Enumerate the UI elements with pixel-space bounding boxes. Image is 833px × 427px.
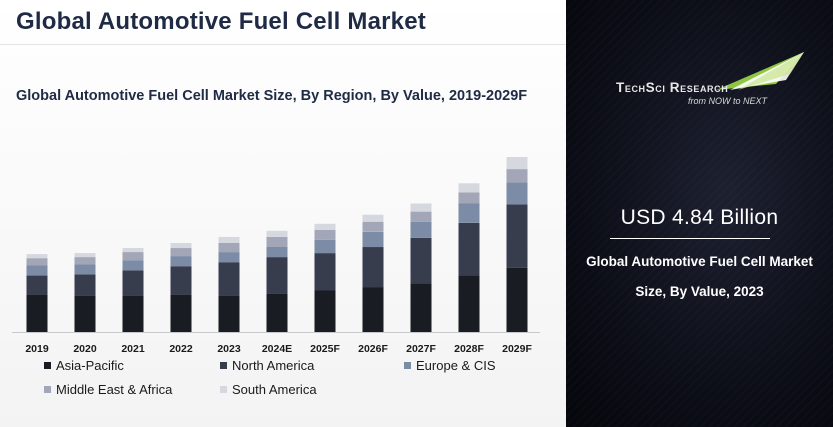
bar-segment <box>170 256 192 267</box>
bar-segment <box>410 283 432 332</box>
bar-segment <box>26 275 48 295</box>
stacked-bar-chart: 2019 2020 2021 2022 2023 2024E 2025F 2026F 2027F… <box>12 157 540 355</box>
x-tick-label: 2021 <box>121 343 145 355</box>
page-title: Global Automotive Fuel Cell Market <box>16 8 426 35</box>
bar-segment <box>314 290 336 332</box>
techsci-logo: TechSci Research from NOW to NEXT <box>616 50 806 110</box>
bar-segment <box>458 183 480 193</box>
bar-segment <box>266 257 288 294</box>
value-description-line-2: Size, By Value, 2023 <box>635 284 764 299</box>
bar-segment <box>170 243 192 249</box>
x-tick-label: 2023 <box>217 343 241 355</box>
bar-segment <box>266 236 288 247</box>
bar-segment <box>506 204 528 268</box>
bar-segment <box>26 265 48 276</box>
legend-label: South America <box>232 382 317 397</box>
legend-item: South America <box>220 382 317 397</box>
legend-item: Asia-Pacific <box>44 358 124 373</box>
chart-panel: Global Automotive Fuel Cell Market Globa… <box>0 0 566 427</box>
value-description-line-1: Global Automotive Fuel Cell Market <box>586 254 813 269</box>
chart-legend: Asia-Pacific North America Europe & CIS Mid… <box>44 358 544 406</box>
bar-segment <box>362 247 384 288</box>
bar-segment <box>122 248 144 252</box>
legend-item: Middle East & Africa <box>44 382 172 397</box>
bar-segment <box>218 236 240 243</box>
x-tick-label: 2029F <box>502 343 532 355</box>
bar-segment <box>122 252 144 261</box>
bar-segment <box>506 267 528 332</box>
highlight-panel: TechSci Research from NOW to NEXT USD 4.… <box>566 0 833 427</box>
x-tick-label: 2027F <box>406 343 436 355</box>
legend-label: North America <box>232 358 315 373</box>
bar-segment <box>506 169 528 183</box>
bar-segment <box>26 254 48 259</box>
x-tick-label: 2019 <box>25 343 49 355</box>
bar-segment <box>506 157 528 170</box>
bar-segment <box>314 223 336 230</box>
legend-swatch <box>404 362 411 369</box>
x-tick-label: 2028F <box>454 343 484 355</box>
bar-segment <box>362 231 384 248</box>
bar-segment <box>170 266 192 295</box>
bar-segment <box>122 295 144 332</box>
bar-segment <box>314 253 336 291</box>
bar-segment <box>74 264 96 275</box>
bar-segment <box>410 237 432 284</box>
bar-segment <box>458 192 480 204</box>
legend-label: Asia-Pacific <box>56 358 124 373</box>
logo-tagline: from NOW to NEXT <box>688 96 768 106</box>
bar-segment <box>218 295 240 332</box>
bar-segment <box>362 287 384 332</box>
bar-segment <box>506 182 528 205</box>
bar-segment <box>218 252 240 263</box>
bar-segment <box>362 214 384 222</box>
x-tick-label: 2020 <box>73 343 97 355</box>
bar-segment <box>218 243 240 253</box>
bar-segment <box>458 275 480 332</box>
chevron-logo-icon <box>716 52 804 90</box>
legend-label: Middle East & Africa <box>56 382 173 397</box>
bar-segment <box>74 295 96 332</box>
bar-segment <box>170 294 192 332</box>
bar-segment <box>170 248 192 257</box>
bar-segment <box>410 203 432 212</box>
bar-segment <box>410 211 432 222</box>
legend-item: North America <box>220 358 314 373</box>
bar-segment <box>74 257 96 265</box>
bar-segment <box>314 229 336 240</box>
legend-swatch <box>220 362 227 369</box>
bar-segment <box>122 270 144 296</box>
bar-segment <box>266 247 288 258</box>
legend-swatch <box>44 362 51 369</box>
bar-segment <box>410 221 432 238</box>
bar-segment <box>26 294 48 332</box>
legend-swatch <box>44 386 51 393</box>
bar-segment <box>458 222 480 276</box>
legend-swatch <box>220 386 227 393</box>
title-divider <box>0 44 566 45</box>
legend-item: Europe & CIS <box>404 358 496 373</box>
bar-segment <box>74 274 96 296</box>
bar-segment <box>74 253 96 258</box>
value-divider <box>610 238 770 239</box>
bar-segment <box>266 230 288 237</box>
bar-segment <box>26 258 48 266</box>
logo-wordmark: TechSci Research <box>616 80 729 95</box>
bar-segment <box>362 221 384 232</box>
bar-segment <box>458 203 480 223</box>
x-tick-label: 2022 <box>169 343 193 355</box>
bar-segment <box>314 239 336 254</box>
bar-segment <box>122 260 144 271</box>
x-tick-label: 2026F <box>358 343 388 355</box>
legend-label: Europe & CIS <box>416 358 496 373</box>
x-tick-label: 2025F <box>310 343 340 355</box>
market-value: USD 4.84 Billion <box>620 206 779 229</box>
x-tick-label: 2024E <box>262 343 292 355</box>
bar-segment <box>218 262 240 296</box>
bar-segment <box>266 293 288 332</box>
chart-title: Global Automotive Fuel Cell Market Size,… <box>16 88 528 104</box>
